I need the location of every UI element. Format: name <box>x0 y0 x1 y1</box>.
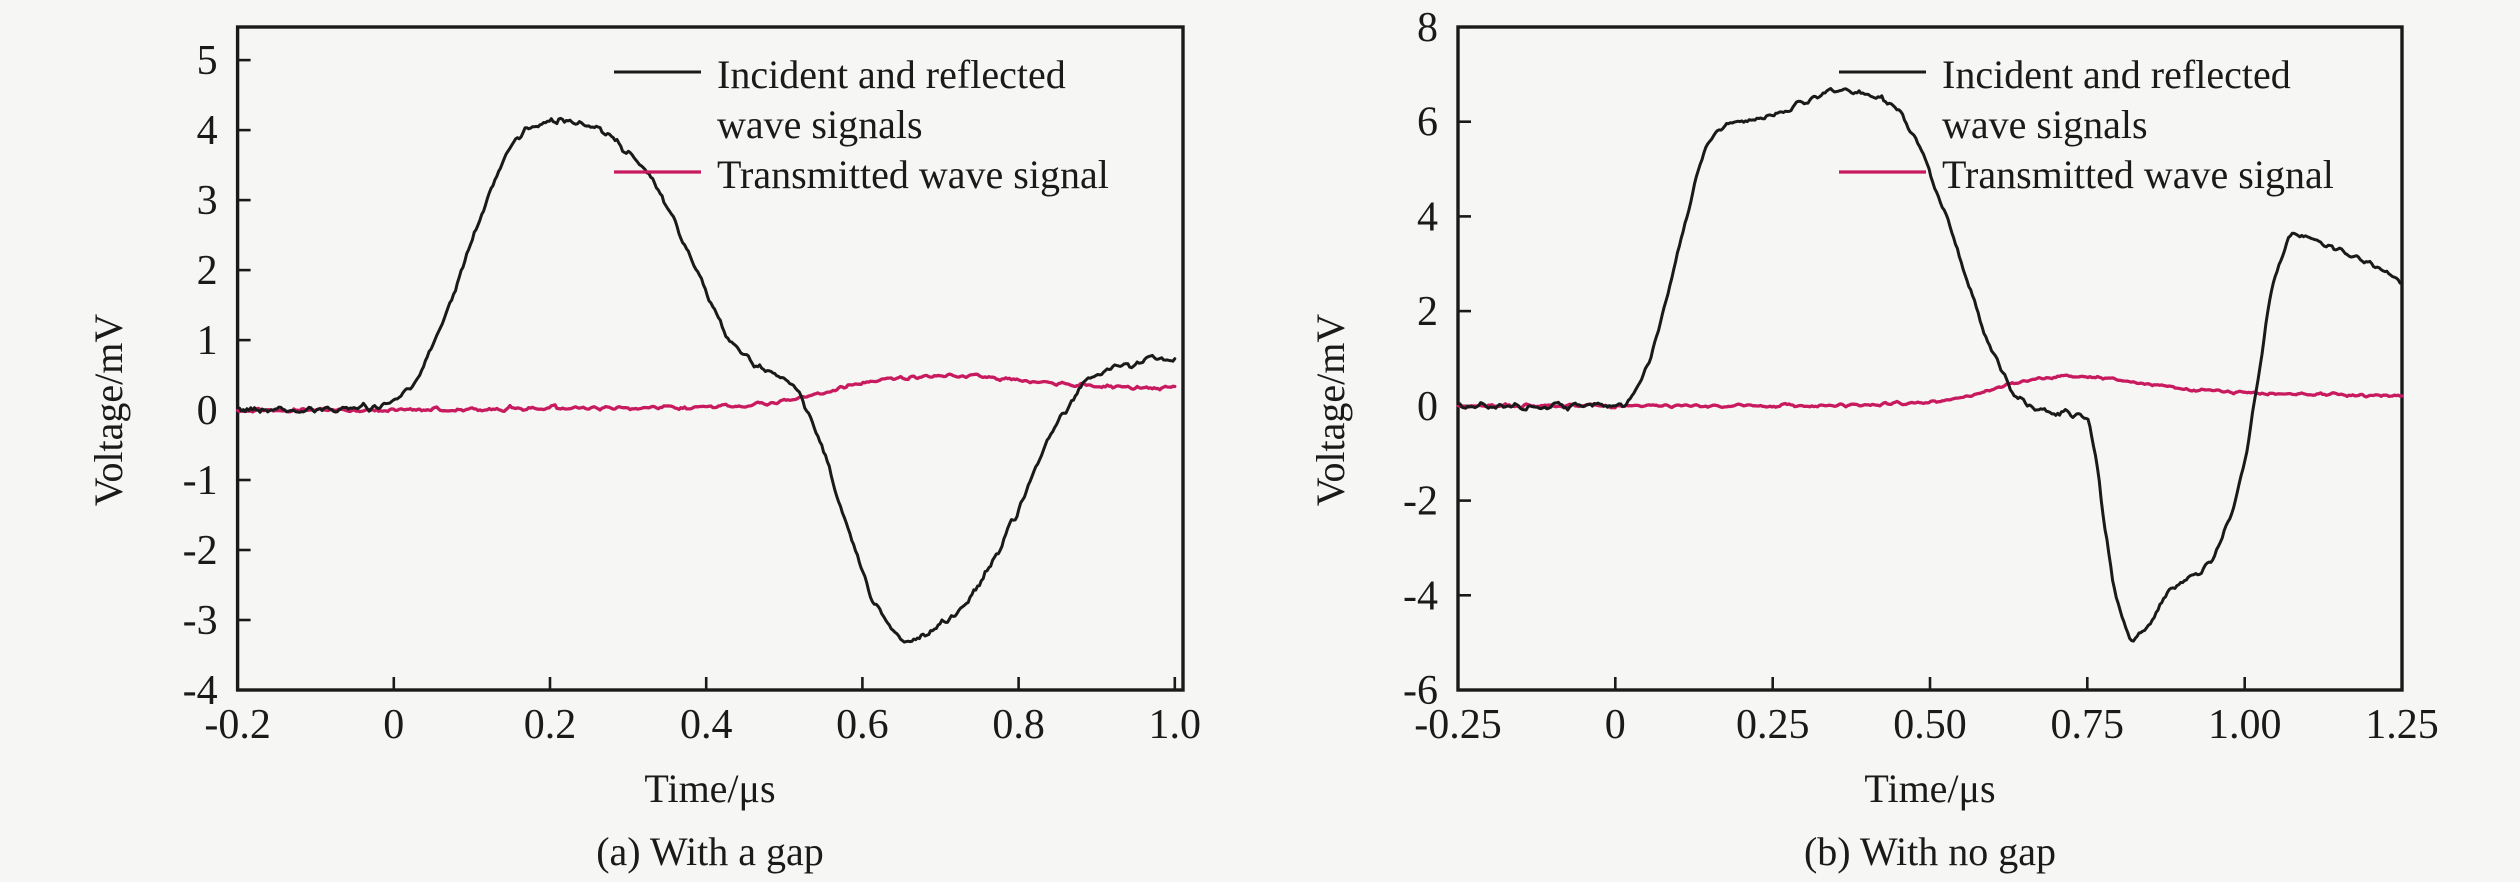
svg-text:Incident and reflected: Incident and reflected <box>717 52 1066 97</box>
svg-text:5: 5 <box>197 38 218 84</box>
svg-text:8: 8 <box>1417 5 1438 51</box>
svg-text:0: 0 <box>1417 384 1438 430</box>
svg-text:0: 0 <box>383 702 404 748</box>
svg-text:-2: -2 <box>1403 479 1438 525</box>
svg-text:2: 2 <box>1417 289 1438 335</box>
svg-text:(a) With a gap: (a) With a gap <box>596 829 824 874</box>
svg-text:1: 1 <box>197 318 218 364</box>
svg-text:-6: -6 <box>1403 668 1438 714</box>
svg-text:0.6: 0.6 <box>836 702 889 748</box>
svg-text:-3: -3 <box>183 598 218 644</box>
svg-text:(b) With no gap: (b) With no gap <box>1804 829 2056 874</box>
svg-text:Time/μs: Time/μs <box>644 766 775 811</box>
svg-text:0: 0 <box>197 388 218 434</box>
svg-text:0.75: 0.75 <box>2051 702 2125 748</box>
svg-text:2: 2 <box>197 248 218 294</box>
svg-text:1.0: 1.0 <box>1149 702 1202 748</box>
svg-text:4: 4 <box>1417 194 1438 240</box>
svg-text:Transmitted wave signal: Transmitted wave signal <box>1942 152 2334 197</box>
svg-text:Voltage/mV: Voltage/mV <box>1308 314 1353 507</box>
svg-text:0.25: 0.25 <box>1736 702 1810 748</box>
svg-text:wave signals: wave signals <box>717 102 923 147</box>
svg-text:0: 0 <box>1605 702 1626 748</box>
svg-text:0.4: 0.4 <box>680 702 733 748</box>
svg-text:Time/μs: Time/μs <box>1864 766 1995 811</box>
svg-text:Voltage/mV: Voltage/mV <box>86 314 131 507</box>
svg-text:0.50: 0.50 <box>1893 702 1967 748</box>
svg-text:0.2: 0.2 <box>524 702 577 748</box>
svg-text:1.00: 1.00 <box>2208 702 2282 748</box>
svg-text:Transmitted wave signal: Transmitted wave signal <box>717 152 1109 197</box>
svg-text:-4: -4 <box>183 668 218 714</box>
svg-text:Incident and reflected: Incident and reflected <box>1942 52 2291 97</box>
svg-text:-2: -2 <box>183 528 218 574</box>
svg-text:1.25: 1.25 <box>2365 702 2439 748</box>
svg-text:wave signals: wave signals <box>1942 102 2148 147</box>
svg-text:3: 3 <box>197 178 218 224</box>
svg-text:0.8: 0.8 <box>992 702 1045 748</box>
svg-text:-1: -1 <box>183 458 218 504</box>
svg-text:6: 6 <box>1417 100 1438 146</box>
svg-text:-4: -4 <box>1403 573 1438 619</box>
svg-text:4: 4 <box>197 108 218 154</box>
